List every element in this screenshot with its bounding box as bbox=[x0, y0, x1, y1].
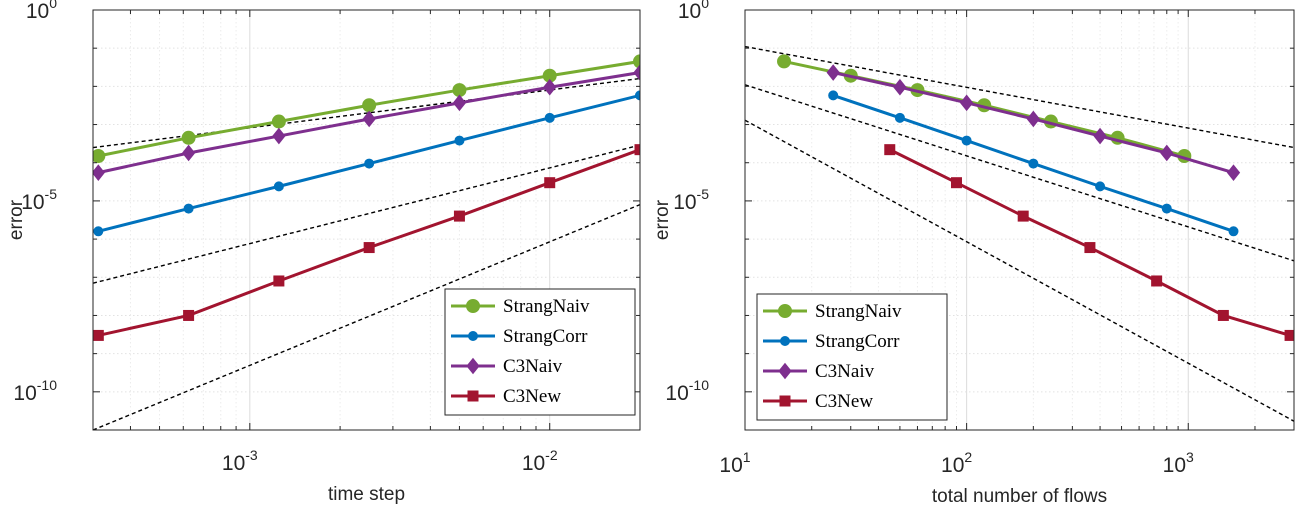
grid bbox=[93, 10, 640, 430]
y-tick-label: 10-5 bbox=[21, 186, 57, 214]
legend-marker bbox=[466, 299, 480, 313]
data-point-StrangNaiv bbox=[93, 149, 106, 164]
legend-label: C3New bbox=[815, 391, 873, 412]
data-point-StrangCorr bbox=[1161, 203, 1172, 214]
axes-frame bbox=[744, 9, 1295, 431]
data-point-C3New bbox=[1017, 210, 1029, 222]
data-point-StrangNaiv bbox=[633, 54, 640, 69]
data-point-StrangCorr bbox=[273, 181, 284, 192]
reference-line-1 bbox=[745, 84, 1294, 262]
x-tick-label: 10-3 bbox=[222, 447, 258, 475]
data-point-StrangNaiv bbox=[362, 98, 377, 113]
data-point-StrangCorr bbox=[1228, 226, 1239, 237]
data-point-C3Naiv bbox=[93, 164, 105, 181]
data-point-C3Naiv bbox=[959, 94, 974, 112]
data-point-C3New bbox=[93, 329, 104, 341]
data-point-C3Naiv bbox=[181, 144, 196, 162]
y-tick-label: 10-10 bbox=[665, 377, 709, 405]
legend-marker bbox=[778, 304, 792, 318]
data-point-StrangCorr bbox=[961, 135, 972, 146]
data-point-C3Naiv bbox=[893, 78, 907, 96]
x-tick-label: 102 bbox=[941, 449, 972, 477]
reference-lines bbox=[745, 45, 1294, 422]
data-point-C3Naiv bbox=[543, 78, 557, 96]
legend-marker bbox=[779, 395, 791, 407]
data-point-C3New bbox=[1084, 242, 1096, 254]
data-point-StrangCorr bbox=[1028, 158, 1039, 169]
reference-line-2 bbox=[745, 119, 1294, 422]
data-point-C3New bbox=[950, 177, 962, 189]
legend-label: StrangNaiv bbox=[503, 296, 590, 317]
data-point-StrangCorr bbox=[544, 112, 555, 123]
data-point-C3New bbox=[634, 144, 640, 156]
y-axis-label: error bbox=[652, 199, 673, 240]
legend-label: StrangCorr bbox=[503, 326, 588, 347]
legend-label: C3New bbox=[503, 386, 561, 407]
tick-marks bbox=[744, 9, 1295, 431]
data-point-StrangCorr bbox=[1095, 181, 1106, 192]
data-point-StrangCorr bbox=[93, 226, 104, 237]
x-axis-label: total number of flows bbox=[932, 486, 1107, 507]
data-point-StrangCorr bbox=[894, 112, 905, 123]
data-point-C3Naiv bbox=[1093, 127, 1107, 145]
legend-marker bbox=[780, 336, 790, 346]
legend-label: StrangCorr bbox=[815, 331, 900, 352]
x-tick-label: 103 bbox=[1163, 449, 1194, 477]
legend-marker bbox=[467, 390, 479, 402]
series-group bbox=[93, 54, 640, 341]
reference-line-1 bbox=[93, 144, 640, 284]
axes-frame bbox=[92, 9, 641, 431]
data-point-C3New bbox=[273, 275, 285, 287]
data-point-C3New bbox=[1151, 275, 1163, 287]
y-axis-label: error bbox=[6, 199, 27, 240]
right-chart-panel: 101 102 103 100 10-5 10-10 total number of flo… bbox=[652, 0, 1295, 507]
x-axis-label: time step bbox=[328, 484, 405, 505]
data-point-C3Naiv bbox=[272, 127, 286, 145]
series-group bbox=[777, 54, 1294, 341]
data-point-C3Naiv bbox=[1160, 144, 1174, 162]
legend: StrangNaiv StrangCorr C3Naiv C3New bbox=[444, 288, 636, 416]
data-point-C3New bbox=[183, 309, 195, 321]
legend-label: StrangNaiv bbox=[815, 301, 902, 322]
left-chart-panel: 10-3 10-2 100 10-5 10-10 time step error Strang… bbox=[6, 0, 641, 505]
grid bbox=[745, 10, 1294, 430]
data-point-C3Naiv bbox=[826, 64, 840, 81]
legend-marker bbox=[778, 362, 792, 380]
y-tick-label: 10-10 bbox=[13, 377, 57, 405]
y-tick-label: 100 bbox=[26, 0, 57, 23]
reference-line-2 bbox=[93, 203, 640, 430]
data-point-StrangCorr bbox=[635, 90, 640, 101]
data-point-StrangNaiv bbox=[271, 114, 286, 129]
data-point-C3Naiv bbox=[633, 64, 640, 81]
data-point-StrangNaiv bbox=[181, 130, 196, 145]
legend: StrangNaiv StrangCorr C3Naiv C3New bbox=[756, 293, 948, 421]
data-point-C3New bbox=[453, 210, 465, 222]
data-point-StrangCorr bbox=[828, 90, 839, 101]
y-tick-label: 10-5 bbox=[673, 186, 709, 214]
data-point-C3Naiv bbox=[452, 94, 467, 112]
data-point-C3Naiv bbox=[1026, 110, 1040, 128]
data-point-StrangCorr bbox=[183, 203, 194, 214]
reference-line-0 bbox=[745, 45, 1294, 149]
legend-marker bbox=[468, 331, 478, 341]
data-point-C3Naiv bbox=[1226, 164, 1241, 181]
legend-label: C3Naiv bbox=[815, 361, 875, 382]
data-point-C3Naiv bbox=[362, 110, 376, 128]
y-tick-label: 100 bbox=[678, 0, 709, 23]
data-point-C3New bbox=[363, 242, 375, 254]
x-tick-label: 101 bbox=[719, 449, 750, 477]
data-point-StrangNaiv bbox=[777, 54, 792, 69]
data-point-C3New bbox=[1284, 329, 1294, 341]
data-point-C3New bbox=[1217, 309, 1229, 321]
data-point-C3New bbox=[884, 144, 896, 156]
legend-marker bbox=[466, 357, 480, 375]
data-point-StrangCorr bbox=[454, 135, 465, 146]
legend-label: C3Naiv bbox=[503, 356, 563, 377]
data-point-StrangCorr bbox=[364, 158, 375, 169]
data-point-C3New bbox=[544, 177, 556, 189]
x-tick-label: 10-2 bbox=[522, 447, 558, 475]
